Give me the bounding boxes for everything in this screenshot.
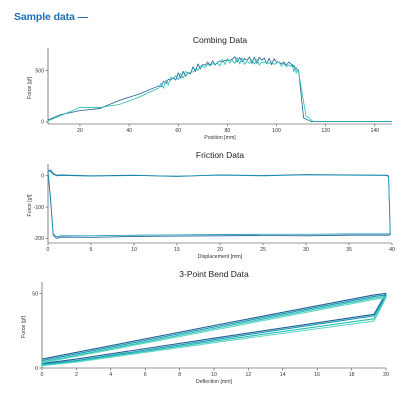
y-tick-label: 0 — [41, 120, 44, 126]
y-tick-label: 0 — [35, 366, 38, 372]
chart-title: Combing Data — [193, 35, 248, 45]
x-tick-label: 0 — [47, 247, 50, 253]
x-tick-label: 35 — [346, 247, 352, 253]
x-tick-label: 20 — [77, 128, 83, 134]
x-tick-label: 14 — [280, 372, 286, 378]
x-tick-label: 15 — [174, 247, 180, 253]
y-tick-label: 500 — [35, 68, 44, 74]
page-title: Sample data — — [14, 11, 88, 23]
x-tick-label: 10 — [131, 247, 137, 253]
y-axis-label: Force [gf] — [27, 76, 33, 98]
x-tick-label: 12 — [246, 372, 252, 378]
chart-friction: Friction Data 0 5 10 15 20 25 30 35 40 0 -100 -200 Di… — [27, 150, 395, 260]
series-line — [47, 56, 392, 122]
x-tick-label: 30 — [303, 247, 309, 253]
y-axis-label: Force [gf] — [27, 194, 33, 216]
x-tick-label: 40 — [389, 247, 395, 253]
x-tick-label: 18 — [349, 372, 355, 378]
y-tick-label: 0 — [41, 174, 44, 180]
y-tick-label: -100 — [34, 205, 44, 211]
x-axis-label: Position [mm] — [204, 135, 236, 141]
chart-title: 3-Point Bend Data — [179, 269, 249, 279]
y-tick-label: -200 — [34, 236, 44, 242]
x-tick-label: 20 — [217, 247, 223, 253]
x-tick-label: 20 — [383, 372, 389, 378]
x-tick-label: 120 — [321, 128, 330, 134]
series-line — [47, 170, 391, 238]
x-tick-label: 4 — [109, 372, 112, 378]
series-line — [41, 292, 387, 365]
y-tick-label: 50 — [32, 291, 38, 297]
series-line — [41, 295, 387, 366]
x-tick-label: 2 — [75, 372, 78, 378]
x-tick-label: 25 — [260, 247, 266, 253]
chart-bend: 3-Point Bend Data 0 2 4 6 8 10 12 14 16 18 20 0 50 Def… — [21, 269, 389, 385]
x-tick-label: 60 — [175, 128, 181, 134]
y-axis-label: Force [gf] — [21, 315, 27, 337]
x-tick-label: 100 — [272, 128, 281, 134]
x-tick-label: 8 — [178, 372, 181, 378]
series-line — [41, 297, 387, 367]
x-tick-label: 16 — [314, 372, 320, 378]
x-tick-label: 10 — [211, 372, 217, 378]
chart-title: Friction Data — [196, 150, 244, 160]
x-axis-label: Displacement [mm] — [198, 254, 243, 260]
series-line — [47, 169, 391, 239]
series-line — [41, 294, 387, 365]
x-tick-label: 5 — [90, 247, 93, 253]
x-tick-label: 40 — [126, 128, 132, 134]
x-tick-label: 0 — [41, 372, 44, 378]
x-tick-label: 6 — [144, 372, 147, 378]
x-tick-label: 80 — [224, 128, 230, 134]
chart-combing: Combing Data 20 40 60 80 100 120 140 0 500 Positio… — [27, 35, 392, 141]
x-tick-label: 140 — [370, 128, 379, 134]
series-line — [47, 56, 392, 123]
x-axis-label: Deflection [mm] — [196, 379, 233, 385]
